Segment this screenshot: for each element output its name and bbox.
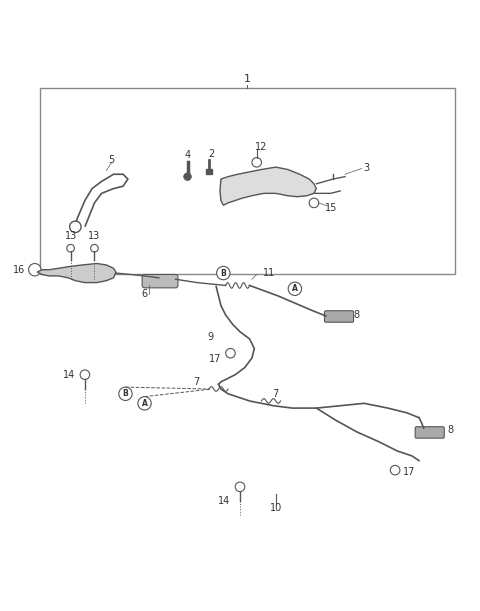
Text: 13: 13: [88, 231, 101, 241]
Text: 13: 13: [64, 231, 77, 241]
FancyBboxPatch shape: [39, 89, 455, 274]
Text: A: A: [142, 399, 147, 408]
Text: A: A: [292, 284, 298, 293]
PathPatch shape: [37, 263, 116, 283]
Text: 14: 14: [218, 496, 230, 506]
Text: 8: 8: [447, 425, 453, 434]
Circle shape: [390, 466, 400, 475]
Text: 12: 12: [255, 142, 268, 152]
Text: 15: 15: [324, 203, 337, 213]
Bar: [205, 169, 212, 174]
Circle shape: [184, 173, 192, 180]
Text: 16: 16: [13, 265, 25, 275]
Circle shape: [29, 263, 41, 276]
Text: B: B: [122, 389, 128, 398]
Text: 6: 6: [142, 288, 148, 299]
Circle shape: [226, 348, 235, 358]
FancyBboxPatch shape: [415, 426, 444, 438]
Circle shape: [216, 266, 230, 280]
Circle shape: [252, 158, 262, 167]
Text: 7: 7: [193, 377, 199, 387]
Text: B: B: [220, 269, 226, 277]
Text: 2: 2: [208, 148, 215, 159]
FancyBboxPatch shape: [324, 311, 354, 322]
Text: 8: 8: [354, 310, 360, 320]
Circle shape: [70, 221, 81, 232]
Circle shape: [235, 482, 245, 492]
Circle shape: [309, 198, 319, 208]
Text: 17: 17: [208, 354, 221, 364]
Text: 17: 17: [403, 467, 416, 477]
Circle shape: [119, 387, 132, 400]
Text: 14: 14: [63, 370, 75, 379]
PathPatch shape: [220, 167, 316, 205]
Text: 5: 5: [108, 155, 114, 165]
Text: 1: 1: [244, 74, 251, 84]
Circle shape: [138, 397, 151, 410]
Text: 10: 10: [270, 503, 282, 513]
Circle shape: [80, 370, 90, 379]
Circle shape: [67, 244, 74, 252]
Circle shape: [91, 244, 98, 252]
Text: 4: 4: [184, 150, 191, 160]
Circle shape: [288, 282, 301, 296]
Text: 11: 11: [263, 268, 275, 278]
Text: 9: 9: [208, 332, 214, 342]
FancyBboxPatch shape: [142, 274, 178, 288]
Text: 3: 3: [363, 163, 370, 173]
Text: 7: 7: [273, 389, 279, 399]
